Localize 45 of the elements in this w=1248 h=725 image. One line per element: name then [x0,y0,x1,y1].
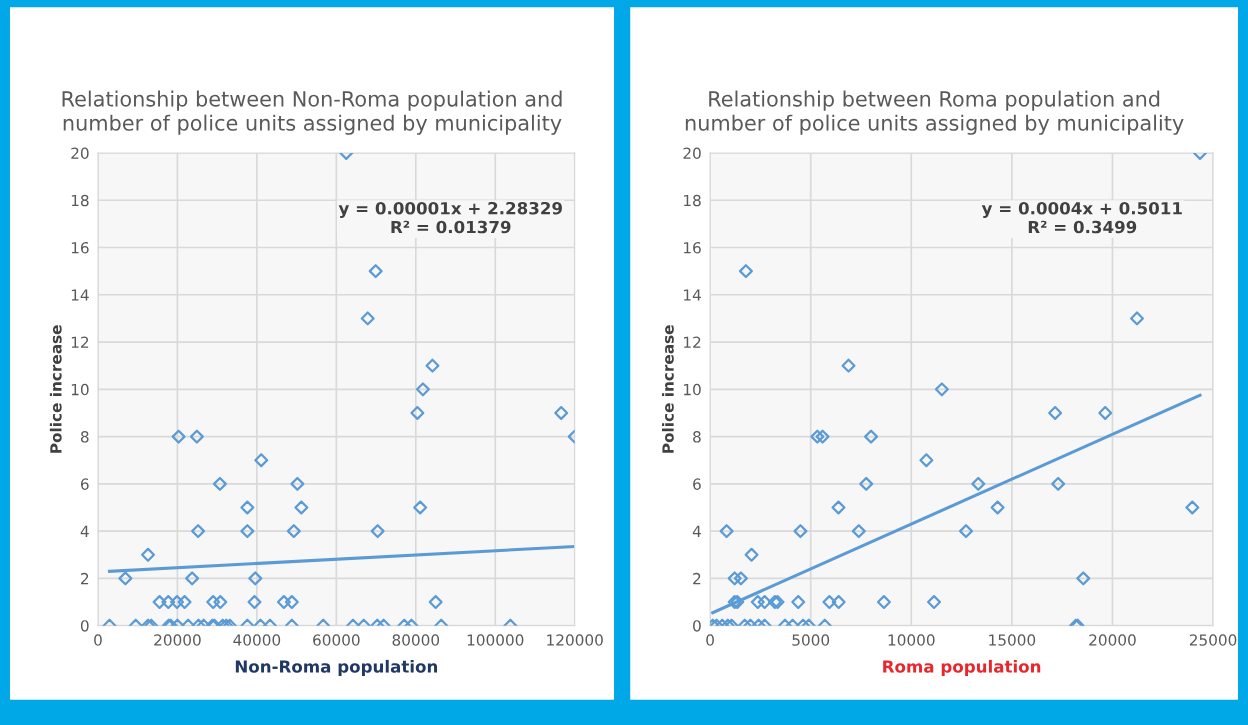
x-tick-label: 120000 [547,634,603,646]
y-tick-label: 20 [683,147,701,159]
y-tick-label: 10 [684,383,701,396]
x-tick-label: 20000 [1089,634,1136,646]
y-tick-label: 18 [684,194,701,207]
y-tick-label: 12 [684,336,701,348]
y-tick-label: 0 [80,620,89,632]
x-tick-label: 20000 [154,634,201,646]
x-tick-label: 100000 [467,634,524,646]
x-tick-label: 40000 [233,634,281,646]
y-tick-label: 16 [684,241,701,254]
y-tick-label: 4 [80,525,89,537]
x-tick-label: 15000 [989,634,1036,646]
y-tick-label: 6 [693,478,701,490]
x-tick-label: 0 [94,634,102,646]
y-tick-label: 18 [71,194,89,207]
y-axis-title: Police increase [49,325,62,453]
y-tick-label: 8 [693,431,701,443]
x-tick-label: 0 [706,634,714,646]
y-tick-label: 0 [693,620,701,632]
y-tick-label: 2 [81,572,89,585]
y-tick-label: 16 [71,241,89,254]
y-tick-label: 12 [71,336,89,348]
y-tick-label: 14 [684,289,701,301]
annotation: R² = 0.3499 [1028,220,1137,234]
y-tick-label: 8 [80,431,89,443]
y-tick-label: 20 [71,147,89,159]
annotation: R² = 0.01379 [391,220,511,234]
y-axis-title: Police increase [662,325,674,453]
x-axis-title: Roma population [883,659,1041,677]
annotation: y = 0.0004x + 0.5011 [981,201,1182,218]
x-axis-title: Non-Roma population [235,659,438,677]
chart-title: Relationship between Non-Roma population and number of police units assigned by municipality [62,90,562,135]
x-tick-label: 80000 [392,634,440,646]
x-tick-label: 25000 [1189,634,1237,646]
y-tick-label: 10 [71,383,89,396]
y-tick-label: 4 [692,525,701,537]
x-tick-label: 60000 [313,634,360,646]
annotation: y = 0.00001x + 2.28329 [338,201,562,218]
x-tick-label: 5000 [792,634,830,646]
y-tick-label: 6 [80,478,89,490]
y-tick-label: 2 [693,572,701,585]
x-tick-label: 10000 [888,634,935,646]
y-tick-label: 14 [71,289,89,301]
chart-title: Relationship between Roma population and number of police units assigned by municipality [685,90,1184,135]
